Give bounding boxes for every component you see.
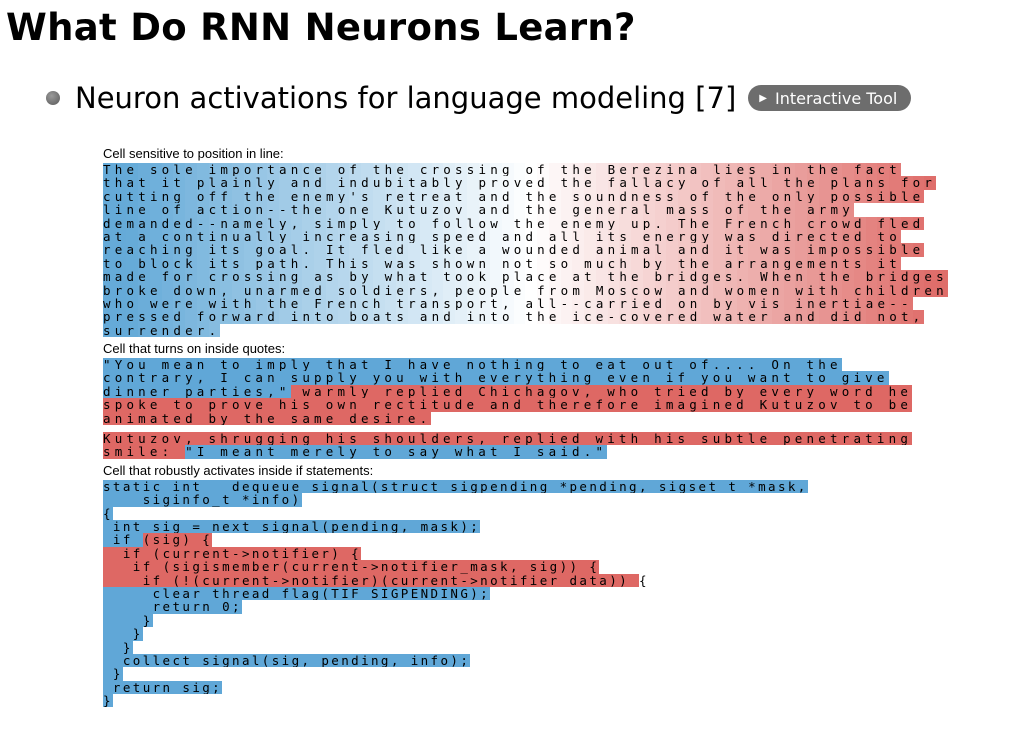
- bullet-text: Neuron activations for language modeling…: [75, 81, 737, 115]
- text-line: animated by the same desire.: [103, 411, 432, 426]
- code-text-block: static int __dequeue_signal(struct sigpe…: [103, 479, 963, 708]
- interactive-tool-button[interactable]: ▶ Interactive Tool: [748, 85, 912, 111]
- text-line: {: [103, 506, 113, 520]
- quotes-text-block: "You mean to imply that I have nothing t…: [103, 358, 963, 459]
- position-text-block: The sole importance of the crossing of t…: [103, 163, 963, 338]
- text-line: if (current->notifier) {: [103, 546, 362, 561]
- text-line: siginfo_t *info): [103, 493, 302, 507]
- text-line: "You mean to imply that I have nothing t…: [103, 358, 842, 372]
- text-line: clear_thread_flag(TIF_SIGPENDING);: [103, 586, 491, 601]
- text-line: to block its path. This was shown not so…: [103, 256, 901, 271]
- text-line: smile: "I meant merely to say what I sai…: [103, 445, 608, 459]
- line-gap: [103, 425, 963, 432]
- text-line: pressed forward into boats and into the …: [103, 310, 925, 324]
- text-line: who were with the French transport, all-…: [103, 296, 913, 311]
- section-if: Cell that robustly activates inside if s…: [103, 463, 963, 708]
- section-label-position: Cell sensitive to position in line:: [103, 146, 284, 161]
- slide-title: What Do RNN Neurons Learn?: [6, 6, 636, 49]
- text-line: return sig;: [103, 680, 223, 695]
- text-line: reaching its goal. It fled like a wounde…: [103, 243, 925, 257]
- text-line: broke down, unarmed soldiers, people fro…: [103, 283, 948, 297]
- section-label-quotes: Cell that turns on inside quotes:: [103, 341, 286, 357]
- text-line: static int __dequeue_signal(struct sigpe…: [103, 479, 808, 494]
- text-line: spoke to prove his own rectitude and the…: [103, 398, 913, 412]
- text-line: }: [103, 627, 143, 641]
- text-line: if (!(current->notifier)(current->notifi…: [103, 573, 649, 587]
- play-triangle-icon: ▶: [759, 92, 767, 104]
- text-line: made for crossing as by what took place …: [103, 270, 948, 284]
- neuron-activation-figure: Cell sensitive to position in line: The …: [103, 146, 963, 711]
- text-line: return 0;: [103, 600, 242, 614]
- text-line: Kutuzov, shrugging his shoulders, replie…: [103, 432, 913, 446]
- text-line: int sig = next_signal(pending, mask);: [103, 519, 481, 534]
- text-line: surrender.: [103, 323, 221, 338]
- text-line: demanded--namely, simply to follow the e…: [103, 216, 925, 230]
- text-line: }: [103, 640, 133, 654]
- section-quotes: Cell that turns on inside quotes: "You m…: [103, 341, 963, 459]
- text-line: contrary, I can supply you with everythi…: [103, 371, 889, 385]
- text-line: cutting off the enemy's retreat and the …: [103, 189, 925, 204]
- text-line: at a continually increasing speed and al…: [103, 229, 901, 244]
- text-line: }: [103, 694, 113, 708]
- text-line: }: [103, 613, 153, 628]
- text-line: if (sigismember(current->notifier_mask, …: [103, 560, 600, 574]
- text-line: The sole importance of the crossing of t…: [103, 163, 901, 177]
- section-position: Cell sensitive to position in line: The …: [103, 146, 963, 338]
- text-line: collect_signal(sig, pending, info);: [103, 653, 471, 668]
- bullet-item: Neuron activations for language modeling…: [46, 78, 912, 118]
- text-line: line of action--the one Kutuzov and the …: [103, 203, 854, 217]
- text-line: dinner parties," warmly replied Chichago…: [103, 384, 913, 399]
- text-line: }: [103, 667, 123, 681]
- section-label-if: Cell that robustly activates inside if s…: [103, 462, 374, 478]
- bullet-dot-icon: [46, 91, 60, 105]
- text-line: that it plainly and indubitably proved t…: [103, 176, 937, 190]
- interactive-tool-label: Interactive Tool: [774, 88, 898, 108]
- text-line: if (sig) {: [103, 533, 213, 547]
